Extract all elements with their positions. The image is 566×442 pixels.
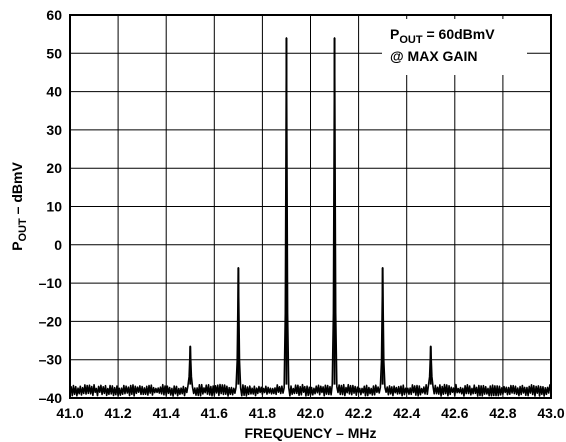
y-tick-label: –20 [39,313,63,329]
y-tick-label: 60 [46,7,62,23]
annotation-line-1: POUT = 60dBmV [390,26,495,46]
x-tick-label: 41.4 [153,405,180,421]
x-tick-labels: 41.0 41.2 41.4 41.6 41.8 42.0 42.2 42.4 42.6 42.8… [56,405,564,421]
spectrum-trace [69,37,552,397]
x-axis-title: FREQUENCY – MHz [245,425,377,441]
plot-frame [69,14,552,399]
y-tick-label: –10 [39,275,63,291]
y-axis-title: POUT – dBmV [9,162,29,251]
x-tick-label: 41.8 [249,405,276,421]
y-tick-label: 20 [46,160,62,176]
x-tick-label: 41.0 [56,405,83,421]
annotation-line-2: @ MAX GAIN [390,48,478,64]
y-tick-label: –40 [39,390,63,406]
y-tick-label: 50 [46,45,62,61]
x-tick-label: 42.0 [297,405,324,421]
x-tick-label: 42.2 [345,405,372,421]
x-tick-label: 43.0 [537,405,564,421]
annotation-background [382,19,527,75]
x-tick-label: 41.6 [201,405,228,421]
y-tick-labels: 60 50 40 30 20 10 0 –10 –20 –30 –40 [39,7,63,406]
y-tick-label: –30 [39,352,63,368]
y-tick-label: 40 [46,84,62,100]
x-tick-label: 42.4 [393,405,420,421]
peak-markers [189,37,432,385]
x-tick-label: 42.8 [489,405,516,421]
x-tick-label: 42.6 [441,405,468,421]
y-tick-label: 0 [54,237,62,253]
x-tick-label: 41.2 [104,405,131,421]
y-tick-label: 10 [46,199,62,215]
y-tick-label: 30 [46,122,62,138]
annotation-box: POUT = 60dBmV @ MAX GAIN [382,19,527,75]
